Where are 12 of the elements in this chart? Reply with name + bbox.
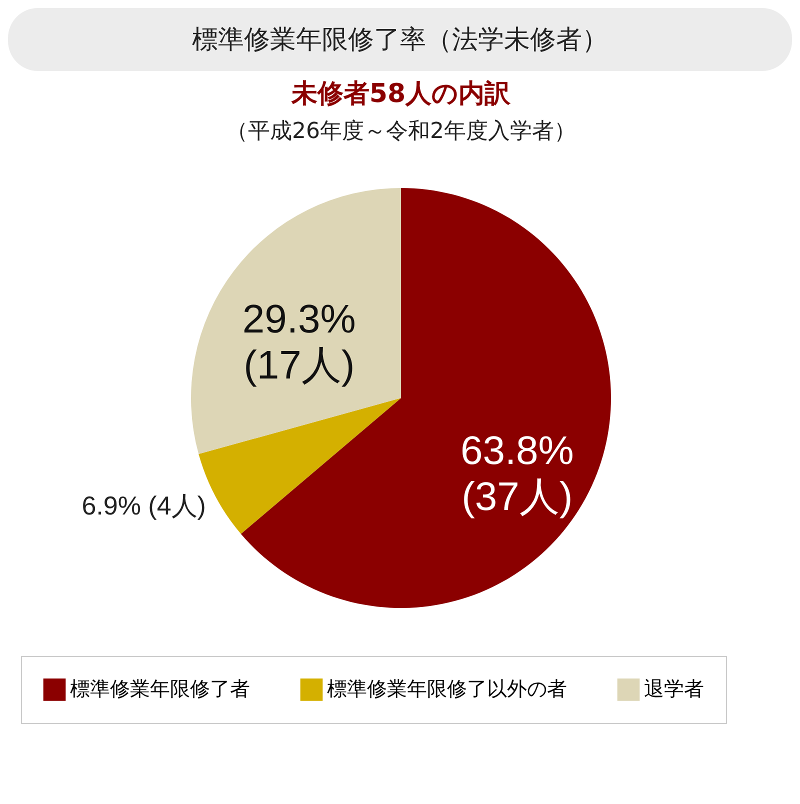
legend-label: 標準修業年限修了者 — [70, 676, 250, 701]
data-label: 63.8% (37人) — [460, 428, 574, 519]
pie-slice — [240, 188, 611, 608]
legend-label: 退学者 — [644, 676, 704, 701]
chart-title: 標準修業年限修了率（法学未修者） — [8, 8, 792, 71]
data-label: 29.3% (17人) — [242, 298, 356, 388]
pie-slice — [191, 188, 401, 454]
data-label: 6.9% (4人) — [82, 490, 206, 521]
legend-label: 標準修業年限修了以外の者 — [327, 676, 567, 701]
pie-slice — [198, 398, 401, 534]
chart-subtitle: 未修者58人の内訳 — [290, 79, 512, 109]
text: （平成26年度～令和2年度入学者） — [226, 119, 576, 144]
